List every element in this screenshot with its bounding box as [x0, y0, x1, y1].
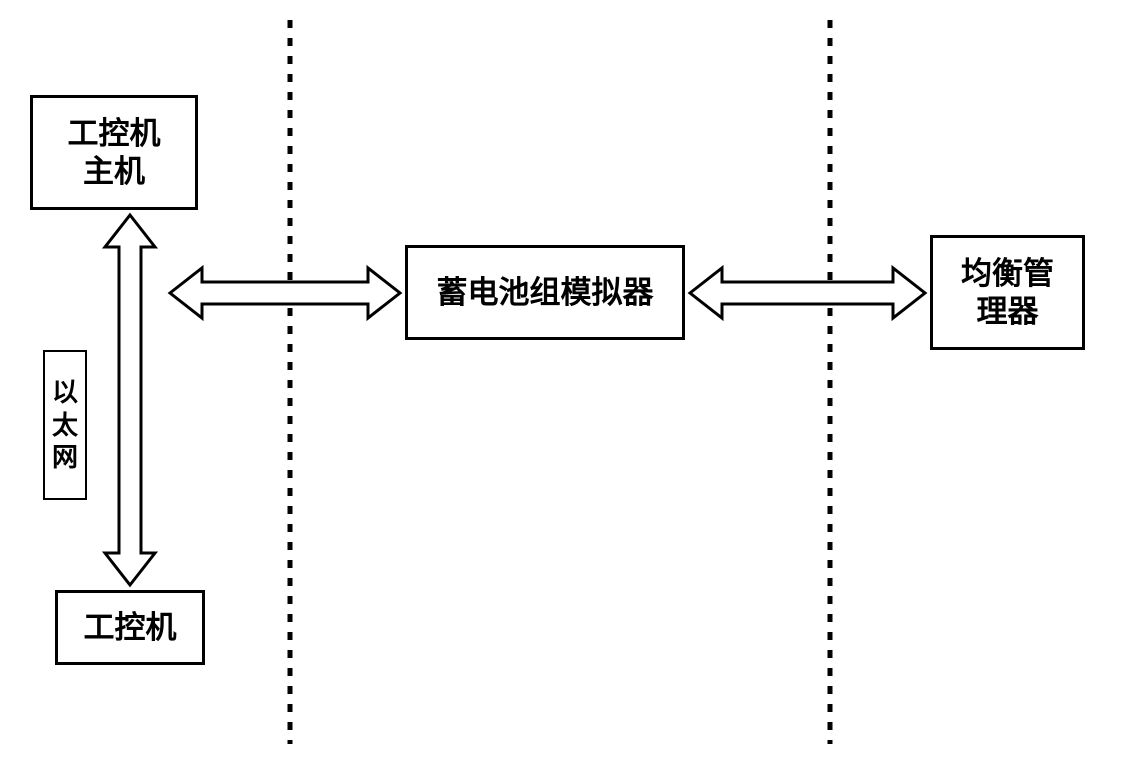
node-balancer-label: 均衡管理器 — [961, 255, 1054, 329]
node-ipc-host-label: 工控机主机 — [68, 115, 161, 189]
node-ipc: 工控机 — [55, 590, 205, 665]
node-simulator: 蓄电池组模拟器 — [405, 245, 685, 340]
node-balancer: 均衡管理器 — [930, 235, 1085, 350]
node-ipc-host: 工控机主机 — [30, 95, 198, 210]
node-simulator-label: 蓄电池组模拟器 — [437, 274, 654, 311]
node-ethernet-label: 以太网 — [43, 350, 87, 500]
node-ipc-label: 工控机 — [84, 609, 177, 646]
ethernet-text: 以太网 — [52, 376, 78, 474]
diagram-canvas: 工控机主机 蓄电池组模拟器 均衡管理器 工控机 以太网 — [0, 0, 1123, 764]
